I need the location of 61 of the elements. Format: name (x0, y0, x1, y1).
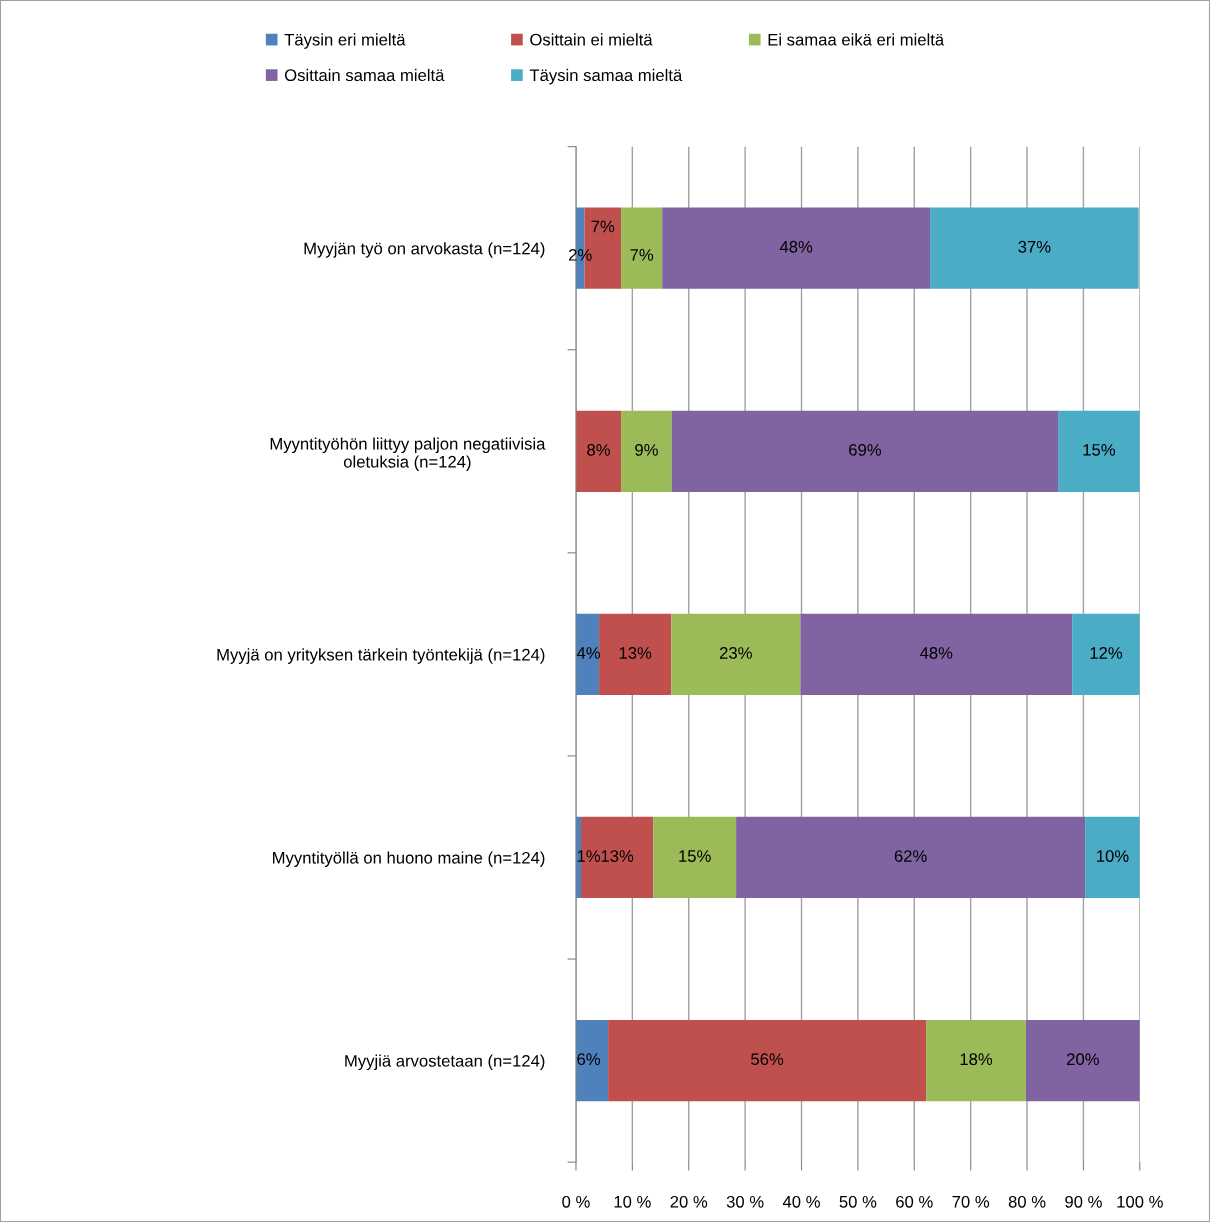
x-tick-label: 40 % (782, 1195, 820, 1208)
x-tick-label: 10 % (614, 1195, 651, 1208)
legend-label: Ei samaa eikä eri mieltä (768, 33, 945, 46)
bar (575, 1019, 609, 1102)
bar (621, 410, 672, 492)
legend-label: Täysin samaa mieltä (529, 68, 683, 85)
data-label: 8% (587, 443, 610, 456)
bar (1025, 1019, 1140, 1102)
bar (599, 613, 672, 695)
x-tick-label: 70 % (952, 1195, 990, 1208)
bar (1058, 410, 1140, 492)
x-tick-label: 0 % (562, 1195, 590, 1208)
bar (926, 1019, 1026, 1102)
data-label: 37% (1018, 240, 1051, 253)
data-label: 23% (719, 647, 752, 659)
bar (575, 613, 600, 695)
bar (662, 207, 931, 289)
x-tick-label: 50 % (839, 1195, 877, 1208)
bar (800, 613, 1073, 695)
legend-label: Osittain samaa mieltä (284, 68, 445, 82)
bar (671, 613, 801, 695)
data-label: 13% (601, 850, 634, 862)
x-tick-label: 100 % (1117, 1195, 1163, 1208)
y-tick-label: Myyntityöhön liittyy paljon negatiivisia oletuksia (n=124) (270, 437, 546, 471)
data-label: 13% (619, 647, 652, 659)
bar (930, 207, 1139, 289)
data-label: 15% (1083, 444, 1116, 456)
data-label: 10% (1097, 850, 1129, 862)
data-label: 18% (960, 1053, 993, 1066)
x-tick-label: 60 % (896, 1195, 933, 1208)
data-label: 62% (894, 850, 927, 862)
data-label: 20% (1067, 1053, 1099, 1066)
x-tick-label: 30 % (726, 1195, 764, 1208)
bar (1085, 816, 1140, 899)
data-label: 15% (679, 850, 711, 862)
x-tick-label: 80 % (1008, 1195, 1046, 1208)
bar (653, 816, 737, 899)
data-label: 56% (751, 1053, 784, 1066)
bar (621, 207, 663, 289)
y-tick-label: Myyjän työ on arvokasta (n=124) (304, 242, 545, 258)
x-tick-label: 20 % (670, 1195, 708, 1208)
data-label: 7% (591, 220, 615, 233)
data-label: 69% (849, 443, 882, 456)
y-tick-label: Myyjiä arvostetaan (n=124) (345, 1054, 545, 1071)
y-tick-label: Myyntityöllä on huono maine (n=124) (273, 851, 545, 867)
bar (608, 1019, 927, 1102)
data-label: 48% (919, 647, 953, 659)
data-label: 2% (568, 248, 592, 261)
data-label: 6% (577, 1053, 601, 1066)
y-tick-label: Myyjä on yrityksen tärkein työntekijä (n=124) (217, 648, 545, 664)
x-tick-label: 90 % (1065, 1195, 1102, 1208)
bar (575, 410, 622, 492)
data-label: 48% (779, 240, 813, 253)
bar (1072, 613, 1140, 695)
legend-label: Osittain ei mieltä (530, 33, 653, 46)
legend-label: Täysin eri mieltä (284, 33, 406, 49)
bar (671, 410, 1059, 492)
data-label: 7% (630, 249, 654, 261)
data-label: 12% (1090, 647, 1123, 659)
bar (736, 816, 1086, 899)
data-label: 9% (635, 443, 658, 456)
